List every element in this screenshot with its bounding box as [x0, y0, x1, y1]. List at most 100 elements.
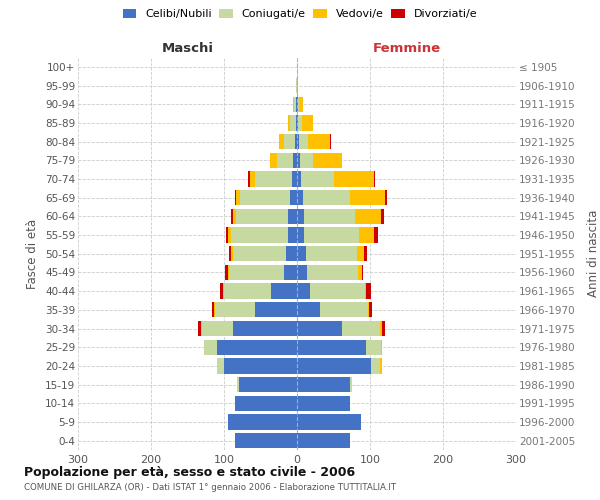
Bar: [235, 433, 297, 448]
Bar: [382, 321, 385, 336]
Bar: [232, 208, 233, 224]
Bar: [217, 358, 224, 374]
Bar: [270, 152, 277, 168]
Bar: [225, 265, 227, 280]
Bar: [271, 284, 297, 299]
Bar: [297, 190, 303, 206]
Bar: [296, 96, 297, 112]
Bar: [224, 358, 297, 374]
Bar: [236, 190, 240, 206]
Bar: [240, 190, 290, 206]
Bar: [297, 172, 301, 186]
Bar: [350, 190, 385, 206]
Bar: [233, 321, 297, 336]
Bar: [342, 321, 380, 336]
Bar: [297, 321, 342, 336]
Bar: [330, 134, 331, 150]
Bar: [367, 284, 371, 299]
Bar: [290, 190, 297, 206]
Bar: [226, 228, 227, 242]
Bar: [364, 246, 367, 262]
Bar: [288, 208, 297, 224]
Bar: [235, 396, 297, 411]
Bar: [248, 172, 250, 186]
Bar: [233, 208, 236, 224]
Text: Maschi: Maschi: [161, 42, 214, 54]
Bar: [256, 172, 292, 186]
Bar: [374, 228, 378, 242]
Bar: [385, 190, 387, 206]
Bar: [297, 396, 350, 411]
Bar: [214, 302, 215, 318]
Bar: [381, 340, 382, 355]
Bar: [362, 265, 364, 280]
Text: Femmine: Femmine: [373, 42, 440, 54]
Bar: [297, 358, 371, 374]
Bar: [298, 116, 302, 130]
Bar: [223, 284, 224, 299]
Bar: [380, 321, 382, 336]
Bar: [220, 284, 223, 299]
Bar: [299, 134, 308, 150]
Bar: [284, 134, 295, 150]
Bar: [304, 208, 355, 224]
Bar: [301, 172, 334, 186]
Text: COMUNE DI GHILARZA (OR) - Dati ISTAT 1° gennaio 2006 - Elaborazione TUTTITALIA.I: COMUNE DI GHILARZA (OR) - Dati ISTAT 1° …: [24, 483, 396, 492]
Bar: [297, 265, 307, 280]
Bar: [199, 321, 202, 336]
Bar: [230, 246, 233, 262]
Bar: [250, 172, 256, 186]
Bar: [297, 302, 320, 318]
Bar: [277, 152, 293, 168]
Bar: [292, 172, 297, 186]
Bar: [296, 116, 297, 130]
Y-axis label: Anni di nascita: Anni di nascita: [587, 210, 599, 298]
Bar: [202, 321, 233, 336]
Bar: [297, 228, 304, 242]
Bar: [334, 172, 374, 186]
Bar: [368, 302, 369, 318]
Bar: [365, 284, 367, 299]
Bar: [371, 358, 380, 374]
Bar: [297, 377, 350, 392]
Bar: [297, 246, 306, 262]
Bar: [232, 228, 288, 242]
Legend: Celibi/Nubili, Coniugati/e, Vedovi/e, Divorziati/e: Celibi/Nubili, Coniugati/e, Vedovi/e, Di…: [119, 6, 481, 22]
Bar: [293, 152, 297, 168]
Bar: [294, 96, 296, 112]
Bar: [254, 302, 297, 318]
Bar: [239, 377, 297, 392]
Bar: [297, 116, 298, 130]
Bar: [350, 377, 352, 392]
Bar: [237, 377, 239, 392]
Bar: [297, 208, 304, 224]
Bar: [227, 414, 297, 430]
Bar: [224, 284, 271, 299]
Text: Popolazione per età, sesso e stato civile - 2006: Popolazione per età, sesso e stato civil…: [24, 466, 355, 479]
Bar: [217, 340, 297, 355]
Bar: [320, 302, 368, 318]
Bar: [299, 96, 303, 112]
Bar: [359, 228, 374, 242]
Bar: [297, 340, 367, 355]
Bar: [229, 246, 230, 262]
Bar: [215, 302, 254, 318]
Bar: [381, 208, 384, 224]
Bar: [280, 134, 284, 150]
Bar: [297, 284, 310, 299]
Bar: [300, 152, 313, 168]
Bar: [304, 228, 359, 242]
Bar: [380, 358, 382, 374]
Bar: [227, 228, 232, 242]
Bar: [235, 190, 236, 206]
Bar: [288, 228, 297, 242]
Bar: [306, 246, 357, 262]
Bar: [233, 246, 286, 262]
Bar: [367, 340, 381, 355]
Bar: [290, 116, 296, 130]
Bar: [229, 265, 284, 280]
Bar: [212, 302, 214, 318]
Bar: [308, 134, 330, 150]
Bar: [293, 96, 294, 112]
Bar: [374, 172, 375, 186]
